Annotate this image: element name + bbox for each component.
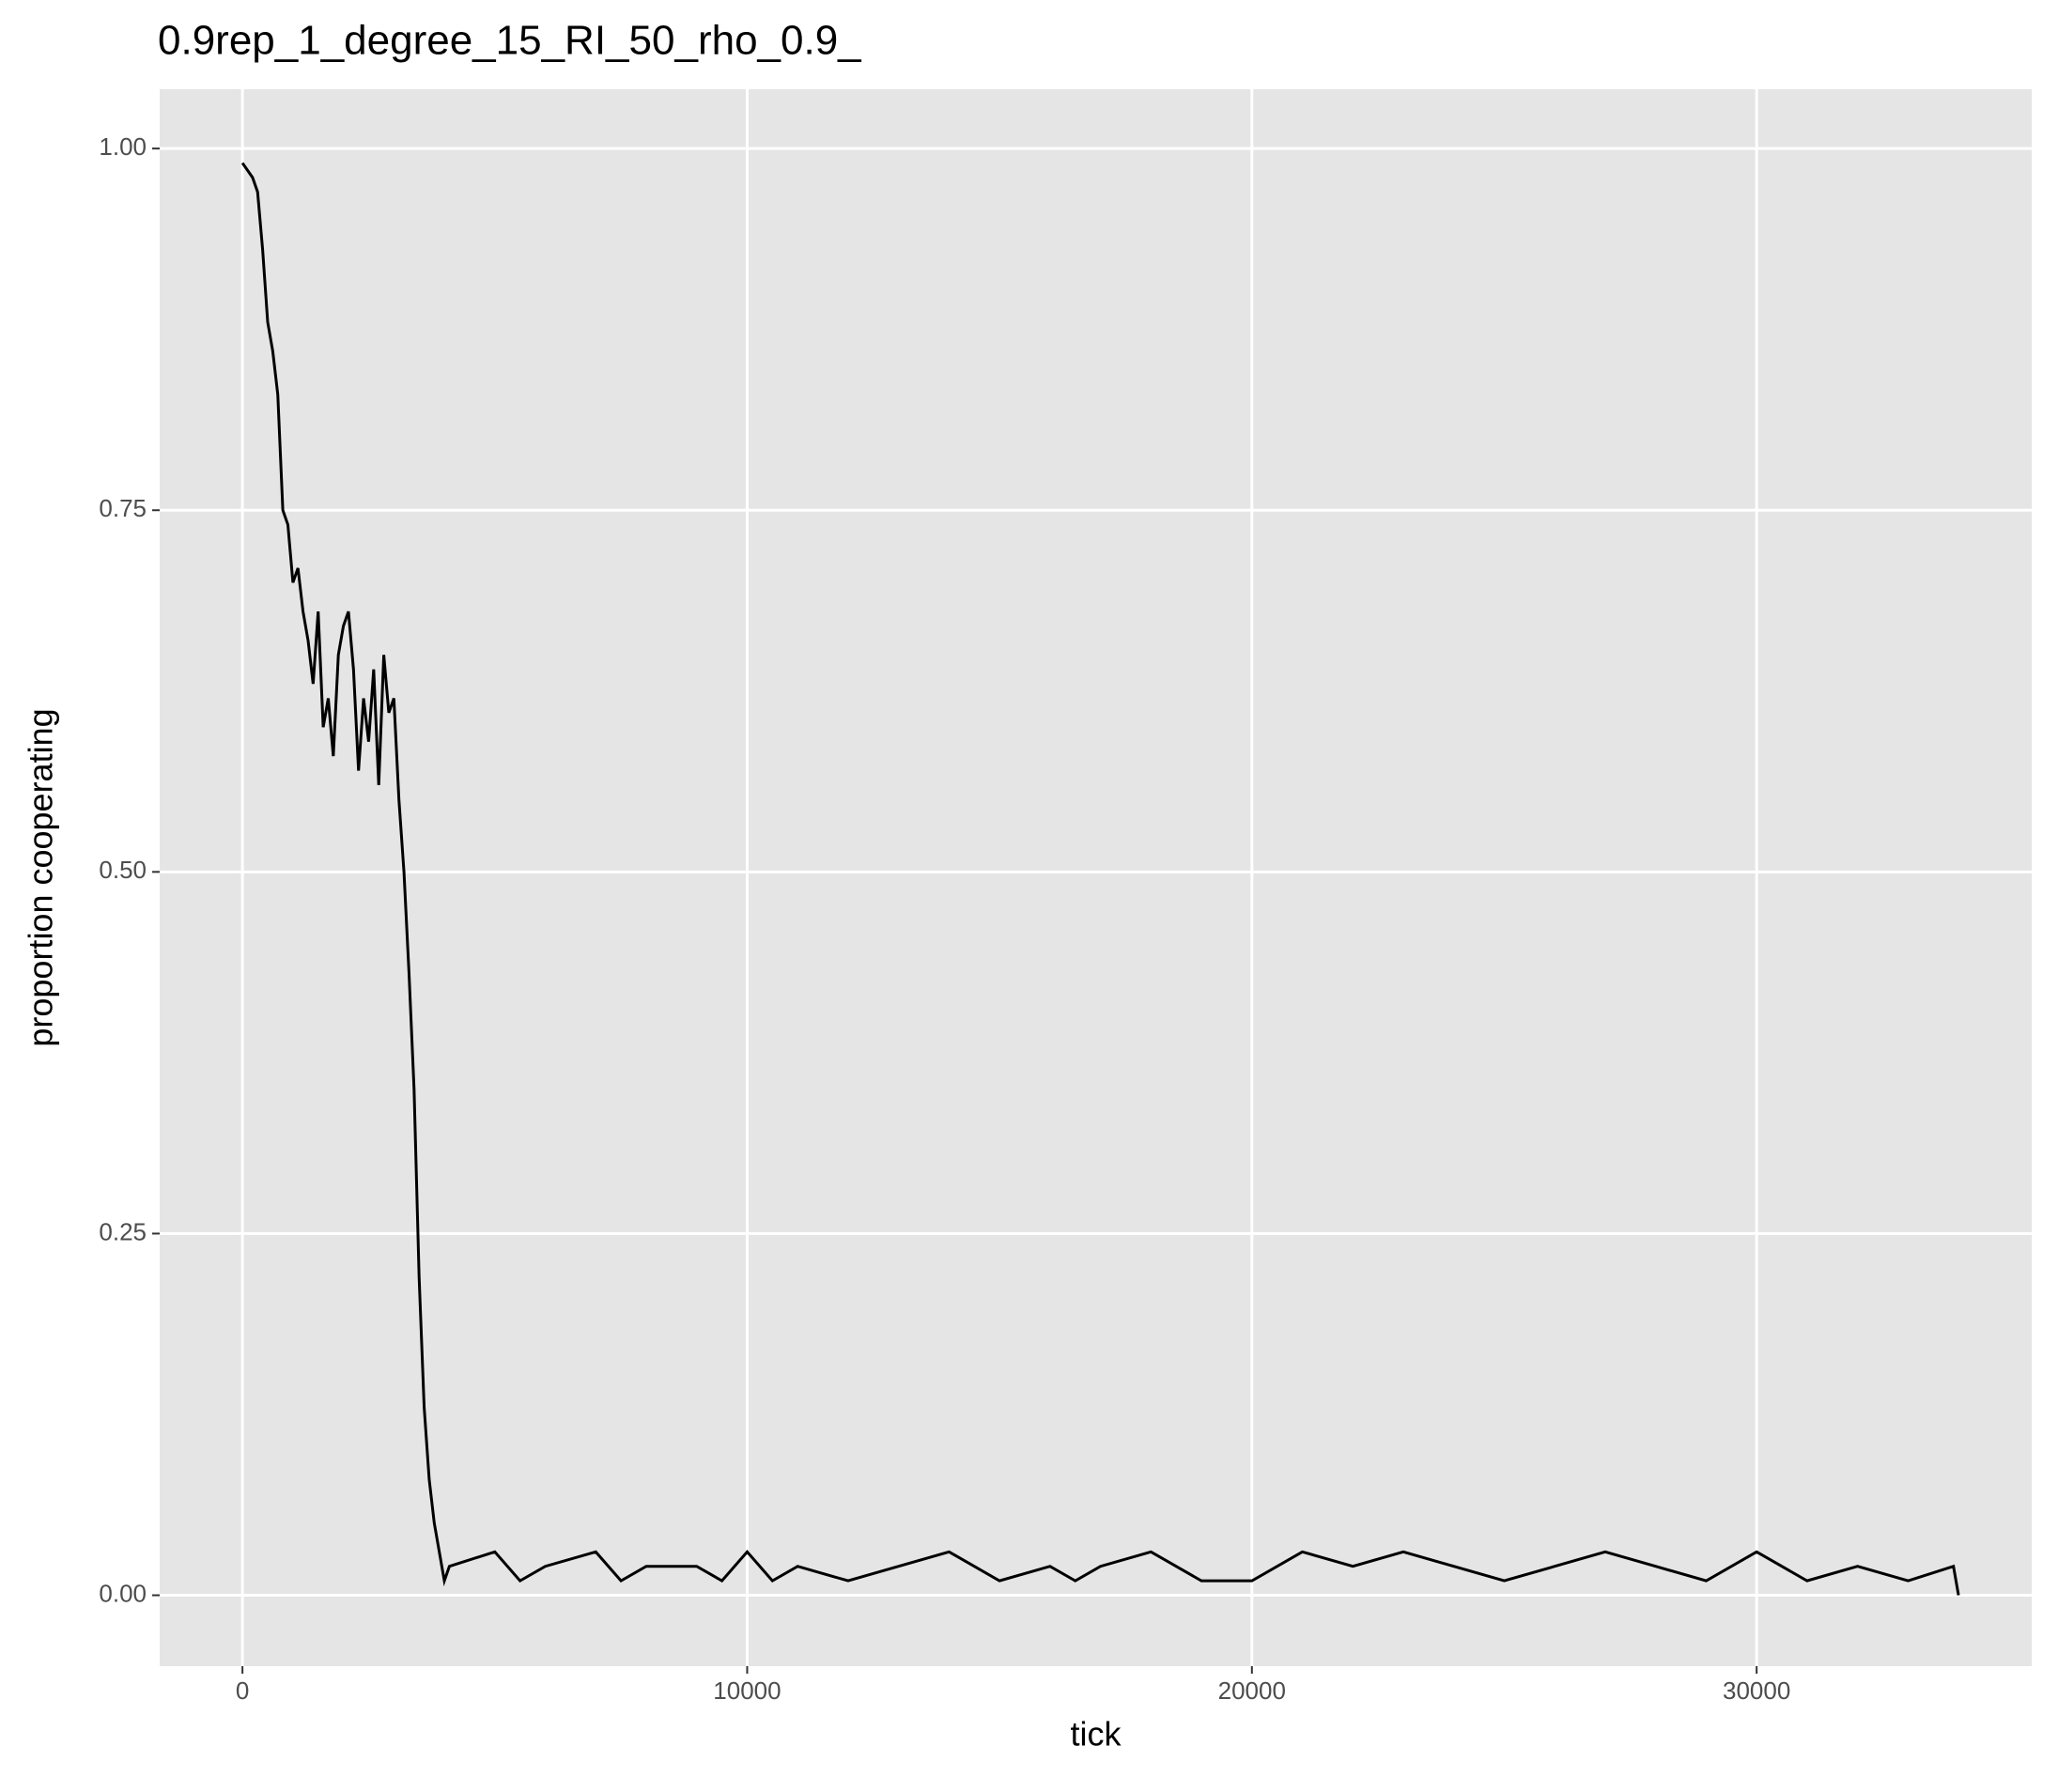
y-tick-label: 1.00 <box>99 132 147 161</box>
y-tick-label: 0.75 <box>99 494 147 522</box>
line-series <box>240 162 1960 1596</box>
y-tick-label: 0.25 <box>99 1217 147 1245</box>
x-axis-title: tick <box>1071 1715 1122 1753</box>
x-tick-label: 30000 <box>1723 1676 1790 1705</box>
x-tick-label: 0 <box>236 1676 249 1705</box>
x-tick-label: 20000 <box>1218 1676 1286 1705</box>
y-tick-label: 0.00 <box>99 1579 147 1607</box>
y-axis-title: proportion cooperating <box>22 708 60 1046</box>
chart-title: 0.9rep_1_degree_15_RI_50_rho_0.9_ <box>158 18 861 64</box>
y-tick-label: 0.50 <box>99 856 147 884</box>
x-tick-label: 10000 <box>713 1676 781 1705</box>
panel <box>160 89 2032 1666</box>
